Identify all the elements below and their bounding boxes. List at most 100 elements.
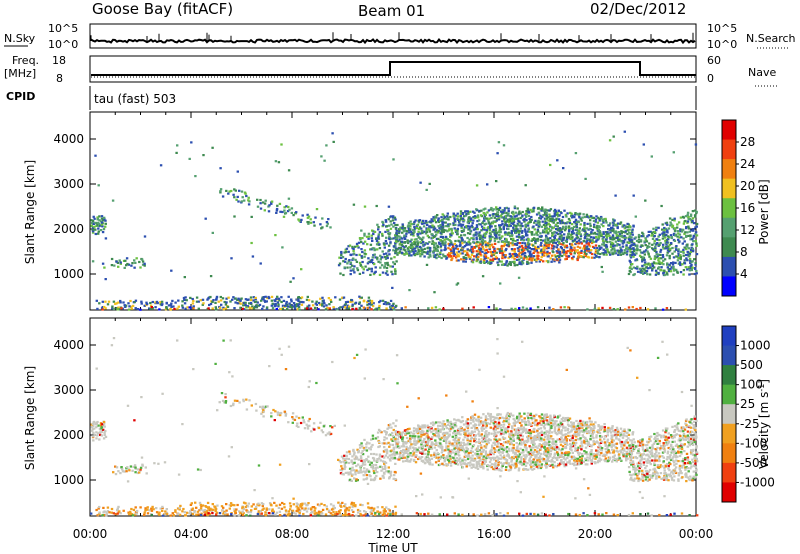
range-gate-cell xyxy=(524,184,527,187)
range-gate-cell xyxy=(496,213,499,216)
range-gate-cell xyxy=(655,243,658,246)
range-gate-cell xyxy=(639,271,642,274)
range-gate-cell xyxy=(431,236,434,239)
range-gate-cell xyxy=(491,235,494,239)
range-gate-cell xyxy=(256,301,259,304)
range-gate-cell xyxy=(97,227,100,230)
range-gate-cell xyxy=(463,436,467,439)
range-gate-cell xyxy=(667,238,670,241)
range-gate-cell xyxy=(661,256,665,259)
range-gate-cell xyxy=(567,226,570,230)
range-gate-cell xyxy=(315,511,318,514)
range-gate-cell xyxy=(677,238,680,241)
range-gate-cell xyxy=(232,193,235,196)
range-gate-cell xyxy=(503,219,506,222)
range-gate-cell xyxy=(410,238,413,241)
range-gate-cell xyxy=(387,205,391,208)
range-gate-cell xyxy=(482,236,485,239)
range-gate-cell xyxy=(546,253,549,256)
range-gate-cell xyxy=(377,233,380,236)
range-gate-cell xyxy=(573,238,577,241)
range-gate-cell xyxy=(560,234,563,237)
range-gate-cell xyxy=(468,464,471,467)
range-gate-cell xyxy=(254,402,258,406)
range-gate-cell xyxy=(477,461,480,464)
range-gate-cell xyxy=(469,449,473,453)
range-gate-cell xyxy=(416,223,420,226)
range-gate-cell xyxy=(351,300,354,303)
range-gate-cell xyxy=(134,513,137,516)
range-gate-cell xyxy=(695,253,699,256)
range-gate-cell xyxy=(367,232,371,235)
range-gate-cell xyxy=(412,453,415,456)
range-gate-cell xyxy=(604,251,608,254)
range-gate-cell xyxy=(466,253,469,256)
range-gate-cell xyxy=(634,236,637,239)
range-gate-cell xyxy=(311,304,315,307)
range-gate-cell xyxy=(445,442,448,445)
range-gate-cell xyxy=(392,453,395,456)
range-gate-cell xyxy=(626,222,629,225)
range-gate-cell xyxy=(628,269,631,273)
range-gate-cell xyxy=(543,246,546,249)
range-gate-cell xyxy=(341,501,344,504)
range-gate-cell xyxy=(287,305,290,308)
range-gate-cell xyxy=(560,247,563,250)
range-gate-cell xyxy=(108,511,111,514)
range-gate-cell xyxy=(470,459,473,462)
range-gate-cell xyxy=(477,418,481,421)
range-gate-cell xyxy=(656,242,659,245)
range-gate-cell xyxy=(563,229,567,232)
range-gate-cell xyxy=(470,447,474,450)
range-gate-cell xyxy=(673,219,676,222)
range-gate-cell xyxy=(133,301,136,304)
range-gate-cell xyxy=(467,225,470,228)
range-gate-cell xyxy=(391,304,395,307)
range-gate-cell xyxy=(548,213,551,216)
range-gate-cell xyxy=(679,255,682,258)
range-gate-cell xyxy=(411,454,414,458)
range-gate-cell xyxy=(545,260,548,263)
range-gate-cell xyxy=(584,236,587,239)
range-gate-cell xyxy=(682,250,685,253)
range-gate-cell xyxy=(679,230,682,233)
range-gate-cell xyxy=(254,300,258,303)
range-gate-cell xyxy=(540,255,543,259)
range-gate-cell xyxy=(464,256,468,259)
range-gate-cell xyxy=(472,434,476,437)
range-gate-cell xyxy=(471,415,474,418)
range-gate-cell xyxy=(473,216,477,220)
range-gate-cell xyxy=(611,247,614,250)
range-gate-cell xyxy=(401,437,404,440)
range-gate-cell xyxy=(415,450,418,453)
range-gate-cell xyxy=(533,221,536,224)
range-gate-cell xyxy=(651,264,655,267)
range-gate-cell xyxy=(339,468,342,472)
range-gate-cell xyxy=(536,251,539,254)
range-gate-cell xyxy=(266,405,269,408)
range-gate-cell xyxy=(511,260,514,264)
range-gate-cell xyxy=(328,509,331,512)
range-gate-cell xyxy=(577,242,580,245)
range-gate-cell xyxy=(597,307,600,310)
range-gate-cell xyxy=(617,231,621,234)
range-gate-cell xyxy=(686,213,689,216)
range-gate-cell xyxy=(524,212,528,215)
range-gate-cell xyxy=(616,236,619,239)
range-gate-cell xyxy=(690,229,693,232)
range-gate-cell xyxy=(409,447,412,450)
range-gate-cell xyxy=(361,461,365,464)
range-gate-cell xyxy=(466,447,470,451)
range-gate-cell xyxy=(190,141,193,144)
range-gate-cell xyxy=(360,464,363,467)
range-gate-cell xyxy=(561,227,564,230)
range-gate-cell xyxy=(685,226,688,229)
range-gate-cell xyxy=(470,253,474,256)
range-gate-cell xyxy=(400,445,403,448)
range-gate-cell xyxy=(648,242,651,245)
range-gate-cell xyxy=(459,441,463,444)
range-gate-cell xyxy=(305,423,308,426)
range-gate-cell xyxy=(653,266,656,269)
range-gate-cell xyxy=(440,451,444,454)
range-gate-cell xyxy=(673,217,676,220)
